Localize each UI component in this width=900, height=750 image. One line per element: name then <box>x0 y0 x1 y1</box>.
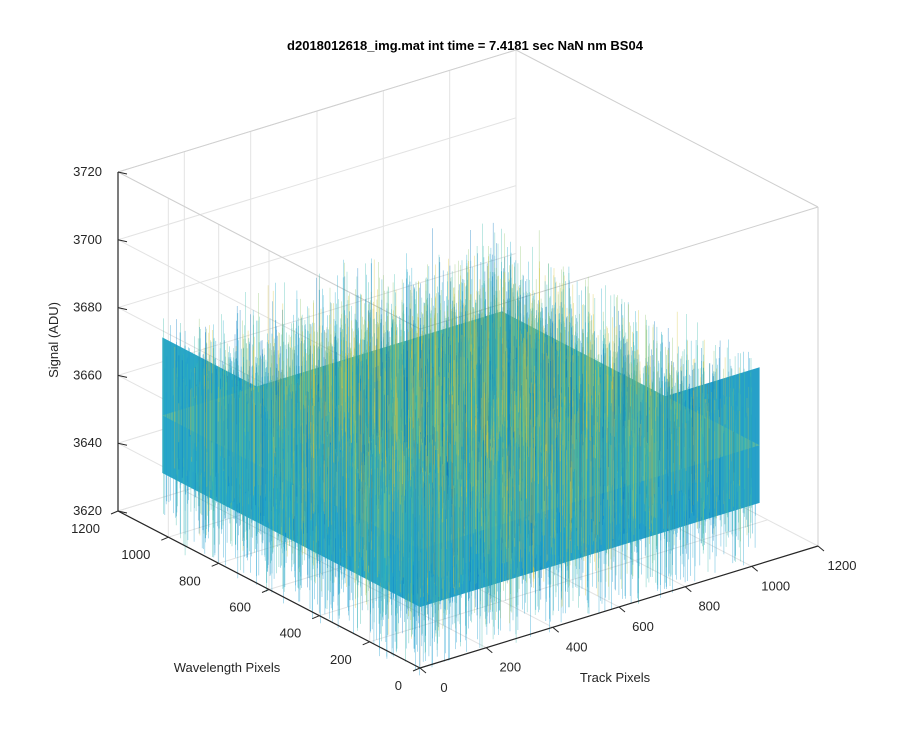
grid-line <box>117 117 517 241</box>
box-edge <box>515 49 819 208</box>
surface-mesh <box>162 222 760 676</box>
grid-line <box>117 185 517 309</box>
box-edge <box>419 206 819 330</box>
box-edge <box>117 49 517 173</box>
